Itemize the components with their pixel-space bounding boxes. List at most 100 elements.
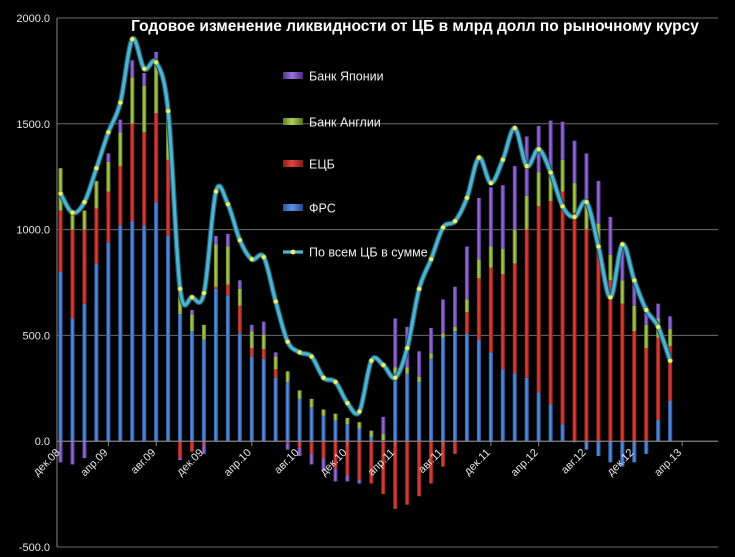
total-point-21 xyxy=(309,354,315,360)
bar-ecb-38 xyxy=(512,263,517,374)
bar-fed-22 xyxy=(321,415,326,442)
bar-fed-25 xyxy=(357,428,362,442)
bar-boj-31 xyxy=(429,327,434,354)
bar-boj-41 xyxy=(548,120,553,168)
bar-fed-50 xyxy=(656,420,661,442)
bar-boj-51 xyxy=(668,316,673,330)
bar-fed-37 xyxy=(500,369,505,442)
bar-ecb-33 xyxy=(452,441,458,454)
bar-fed-47 xyxy=(620,441,625,467)
bar-ecb-27 xyxy=(381,441,386,495)
total-point-9 xyxy=(165,108,171,114)
bar-ecb-46 xyxy=(608,280,613,442)
bar-fed-8 xyxy=(154,202,159,442)
bar-boj-30 xyxy=(417,351,422,377)
total-point-7 xyxy=(141,66,147,72)
bar-boe-19 xyxy=(285,371,290,382)
total-point-6 xyxy=(129,36,135,42)
total-point-50 xyxy=(655,324,661,330)
bar-fed-31 xyxy=(429,358,434,442)
total-point-34 xyxy=(464,195,470,201)
bar-boj-42 xyxy=(560,121,565,160)
bar-boe-17 xyxy=(261,334,266,350)
bar-boe-31 xyxy=(429,353,434,359)
total-point-5 xyxy=(117,100,123,106)
bar-ecb-8 xyxy=(154,113,159,203)
legend-swatch-boj xyxy=(283,72,303,79)
y-axis: 2000.0 1500.0 1000.0 500.0 0.0 -500.0 xyxy=(16,13,58,554)
bar-fed-12 xyxy=(201,339,207,442)
bar-boj-50 xyxy=(656,303,661,319)
bar-fed-6 xyxy=(130,221,135,442)
bar-boj-22 xyxy=(321,458,326,471)
bar-ecb-39 xyxy=(524,229,529,378)
bar-fed-32 xyxy=(440,337,446,442)
bar-ecb-41 xyxy=(548,201,553,405)
bar-boe-16 xyxy=(249,331,254,349)
total-point-28 xyxy=(392,375,398,381)
bar-fed-9 xyxy=(166,235,171,442)
bar-ecb-26 xyxy=(369,441,374,484)
bar-ecb-22 xyxy=(321,441,326,459)
bar-fed-15 xyxy=(237,333,242,442)
total-point-11 xyxy=(189,294,195,300)
bar-boe-24 xyxy=(345,417,350,425)
total-point-31 xyxy=(428,256,434,262)
total-point-4 xyxy=(105,129,111,135)
bar-ecb-21 xyxy=(309,441,314,454)
bar-ecb-2 xyxy=(82,229,87,304)
bar-boe-32 xyxy=(440,333,446,338)
y-tick-label: 0.0 xyxy=(35,436,50,448)
bar-boj-37 xyxy=(500,185,505,249)
bar-fed-5 xyxy=(118,225,123,442)
bar-boe-49 xyxy=(644,324,649,349)
bar-boe-28 xyxy=(393,367,398,374)
total-point-16 xyxy=(249,256,255,262)
total-point-26 xyxy=(368,358,374,364)
bar-ecb-18 xyxy=(273,369,278,378)
total-line xyxy=(58,35,673,417)
total-line-shadow xyxy=(58,35,673,417)
bar-boj-17 xyxy=(261,321,266,335)
bar-fed-14 xyxy=(225,295,231,442)
bar-fed-34 xyxy=(464,333,470,442)
bar-boe-43 xyxy=(572,183,577,213)
bar-fed-38 xyxy=(512,373,517,442)
bar-boe-30 xyxy=(417,376,422,382)
bar-boe-1 xyxy=(70,212,75,230)
bar-fed-43 xyxy=(572,441,577,443)
total-point-35 xyxy=(476,155,482,161)
legend: Банк Японии Банк Англии ЕЦБ ФРС По всем ЦБ в… xyxy=(283,70,428,260)
bar-ecb-34 xyxy=(464,312,470,334)
bar-boe-51 xyxy=(668,329,673,346)
bar-fed-51 xyxy=(668,400,673,442)
bar-ecb-51 xyxy=(668,345,673,401)
bar-ecb-37 xyxy=(500,274,505,370)
total-point-15 xyxy=(237,237,243,243)
bar-boe-46 xyxy=(608,254,613,281)
bar-fed-13 xyxy=(213,288,219,442)
bar-boj-45 xyxy=(596,180,601,224)
bar-boe-35 xyxy=(476,259,482,279)
bar-ecb-11 xyxy=(189,441,195,452)
bar-ecb-49 xyxy=(644,348,649,442)
x-tick-label: апр.13 xyxy=(652,447,684,479)
bar-fed-36 xyxy=(488,352,493,442)
bar-boe-41 xyxy=(548,167,553,202)
bar-boj-44 xyxy=(584,153,589,200)
y-tick-label: 1500.0 xyxy=(16,119,50,131)
total-point-12 xyxy=(201,290,207,296)
y-tick-label: 500.0 xyxy=(22,330,50,342)
bar-boe-4 xyxy=(106,161,111,192)
total-point-46 xyxy=(607,294,613,300)
total-point-18 xyxy=(273,298,279,305)
y-tick-label: -500.0 xyxy=(19,542,50,554)
bar-fed-7 xyxy=(142,225,147,442)
bar-fed-26 xyxy=(369,436,374,442)
bar-boe-26 xyxy=(369,430,374,437)
bar-ecb-50 xyxy=(656,337,661,421)
bar-ecb-7 xyxy=(142,132,147,226)
bar-boe-42 xyxy=(560,159,565,192)
bar-ecb-13 xyxy=(213,286,219,289)
x-tick-label: апр.12 xyxy=(509,447,541,479)
